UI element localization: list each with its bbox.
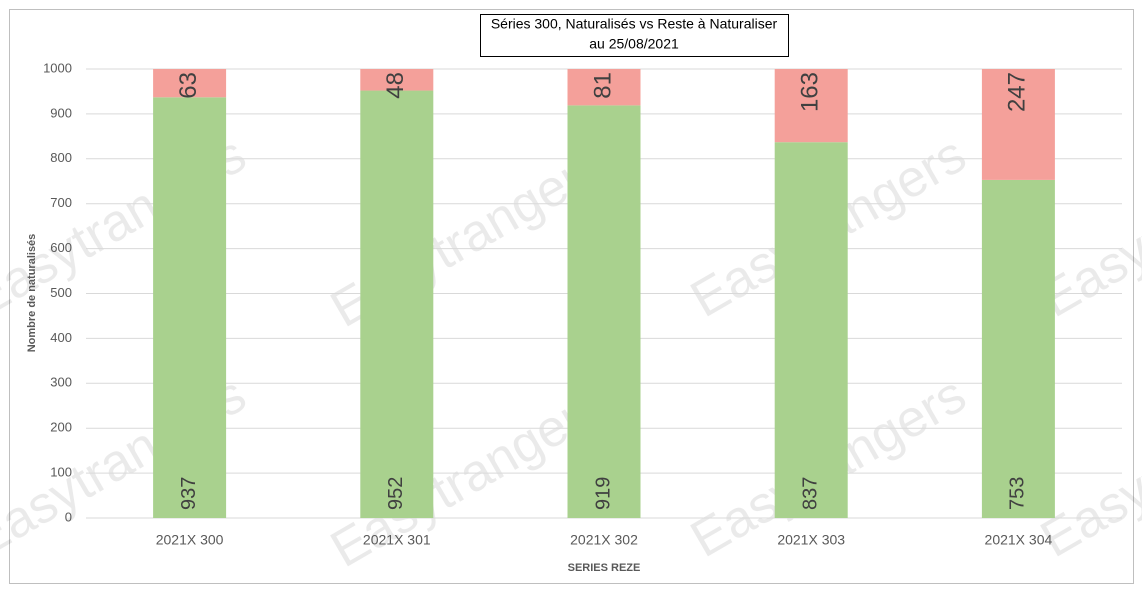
data-label: 163 [797,72,824,112]
bar-segment [153,69,227,98]
title-box [480,14,789,57]
y-tick-label: 600 [50,240,72,255]
x-tick-label: 2021X 302 [570,532,638,548]
data-label: 952 [385,477,407,510]
x-axis-title: SERIES REZE [568,562,641,574]
x-tick-label: 2021X 300 [156,532,224,548]
bar-segment [774,69,848,143]
y-tick-label: 300 [50,375,72,390]
chart-title: Séries 300, Naturalisés vs Reste à Natur… [491,16,778,32]
x-tick-label: 2021X 304 [985,532,1053,548]
y-tick-label: 800 [50,150,72,165]
y-tick-label: 500 [50,285,72,300]
x-tick-label: 2021X 301 [363,532,431,548]
x-tick-label: 2021X 303 [777,532,845,548]
bar-segment [981,179,1055,518]
bar-segment [774,142,848,518]
data-label: 837 [799,477,821,510]
data-label: 48 [382,72,409,99]
y-tick-label: 0 [65,509,72,524]
bar-segment [567,69,641,106]
y-tick-label: 1000 [43,60,72,75]
bar-segment [360,90,434,518]
data-label: 63 [175,72,202,99]
plot-area: 0 100 200 300 400 500 600 700 800 900 1000 2021X 30… [43,60,1122,548]
y-tick-label: 100 [50,465,72,480]
data-label: 753 [1007,477,1029,510]
chart-subtitle: au 25/08/2021 [589,36,679,52]
bar-segment [981,69,1055,180]
data-label: 247 [1004,72,1031,112]
y-tick-label: 900 [50,105,72,120]
bar-segment [153,97,227,519]
data-label: 919 [592,477,614,510]
y-tick-label: 200 [50,420,72,435]
y-axis-title: Nombre de naturalisés [26,234,38,353]
bar-segment [567,105,641,518]
bar-segment [360,69,434,91]
y-tick-label: 400 [50,330,72,345]
data-label: 937 [178,477,200,510]
data-label: 81 [589,72,616,99]
y-tick-label: 700 [50,195,72,210]
